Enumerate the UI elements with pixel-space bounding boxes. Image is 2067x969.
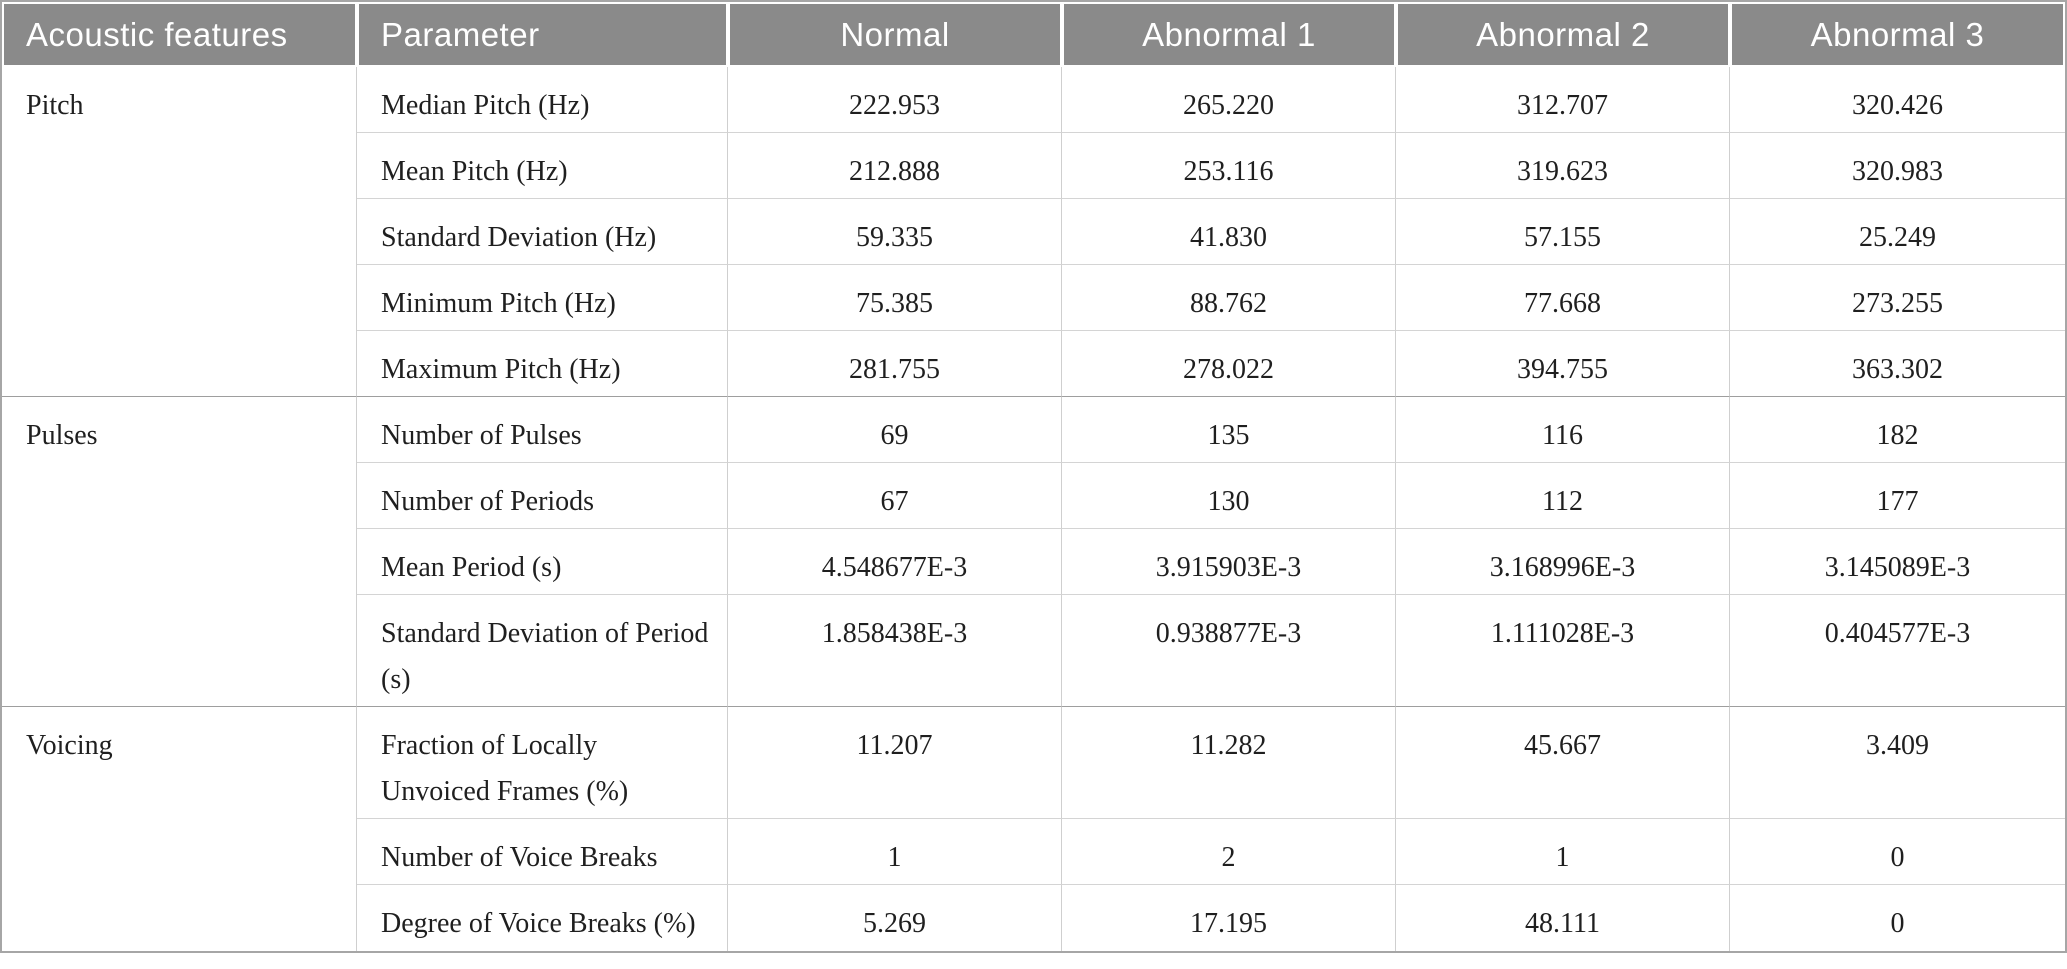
value-cell: 3.168996E-3: [1396, 529, 1730, 595]
table-row: Pulses Number of Pulses 69 135 116 182: [2, 397, 2065, 707]
parameter-cell: Number of Periods: [357, 463, 728, 529]
value-cell: 177: [1730, 463, 2065, 529]
table-row: Voicing Fraction of Locally Unvoiced Fram…: [2, 707, 2065, 951]
value-cell: 2: [1062, 819, 1396, 885]
acoustic-features-table: Acoustic features Parameter Normal Abnor…: [2, 2, 2065, 951]
value-cell: 116: [1396, 397, 1730, 463]
table-row: Maximum Pitch (Hz) 281.755 278.022 394.755 3…: [2, 331, 2065, 397]
value-cell: 88.762: [1062, 265, 1396, 331]
value-cell: 3.145089E-3: [1730, 529, 2065, 595]
value-cell: 312.707: [1396, 67, 1730, 133]
value-cell: 278.022: [1062, 331, 1396, 397]
parameter-cell: Fraction of Locally Unvoiced Frames (%): [357, 707, 728, 819]
value-cell: 320.983: [1730, 133, 2065, 199]
column-header-normal: Normal: [728, 2, 1062, 67]
value-cell: 25.249: [1730, 199, 2065, 265]
parameter-cell: Mean Pitch (Hz): [357, 133, 728, 199]
column-header-parameter: Parameter: [357, 2, 728, 67]
value-cell: 3.409: [1730, 707, 2065, 819]
value-cell: 212.888: [728, 133, 1062, 199]
value-cell: 135: [1062, 397, 1396, 463]
table-row: Number of Voice Breaks 1 2 1 0: [2, 819, 2065, 885]
value-cell: 77.668: [1396, 265, 1730, 331]
table-header: Acoustic features Parameter Normal Abnor…: [2, 2, 2065, 67]
value-cell: 69: [728, 397, 1062, 463]
value-cell: 319.623: [1396, 133, 1730, 199]
table-row: Mean Period (s) 4.548677E-3 3.915903E-3 3.1…: [2, 529, 2065, 595]
value-cell: 182: [1730, 397, 2065, 463]
value-cell: 3.915903E-3: [1062, 529, 1396, 595]
table-row: Pitch Median Pitch (Hz) 222.953 265.220 312.…: [2, 67, 2065, 397]
value-cell: 0.938877E-3: [1062, 595, 1396, 707]
value-cell: 1.111028E-3: [1396, 595, 1730, 707]
value-cell: 45.667: [1396, 707, 1730, 819]
table-row: Standard Deviation (Hz) 59.335 41.830 57.15…: [2, 199, 2065, 265]
value-cell: 363.302: [1730, 331, 2065, 397]
value-cell: 59.335: [728, 199, 1062, 265]
parameter-cell: Median Pitch (Hz): [357, 67, 728, 133]
parameter-cell: Standard Deviation of Period (s): [357, 595, 728, 707]
value-cell: 112: [1396, 463, 1730, 529]
value-cell: 11.282: [1062, 707, 1396, 819]
parameter-cell: Minimum Pitch (Hz): [357, 265, 728, 331]
value-cell: 57.155: [1396, 199, 1730, 265]
table-row: Standard Deviation of Period (s) 1.858438…: [2, 595, 2065, 707]
table-row: Number of Periods 67 130 112 177: [2, 463, 2065, 529]
table-body: Pitch Median Pitch (Hz) 222.953 265.220 312.…: [2, 67, 2065, 951]
table-row: Degree of Voice Breaks (%) 5.269 17.195 48.…: [2, 885, 2065, 951]
value-cell: 17.195: [1062, 885, 1396, 951]
value-cell: 320.426: [1730, 67, 2065, 133]
value-cell: 1.858438E-3: [728, 595, 1062, 707]
parameter-cell: Standard Deviation (Hz): [357, 199, 728, 265]
value-cell: 4.548677E-3: [728, 529, 1062, 595]
parameter-cell: Mean Period (s): [357, 529, 728, 595]
value-cell: 265.220: [1062, 67, 1396, 133]
column-header-acoustic-features: Acoustic features: [2, 2, 357, 67]
feature-cell: Pitch: [2, 67, 357, 397]
value-cell: 75.385: [728, 265, 1062, 331]
table-row: Mean Pitch (Hz) 212.888 253.116 319.623 320.…: [2, 133, 2065, 199]
value-cell: 394.755: [1396, 331, 1730, 397]
column-header-abnormal-3: Abnormal 3: [1730, 2, 2065, 67]
parameter-cell: Maximum Pitch (Hz): [357, 331, 728, 397]
value-cell: 67: [728, 463, 1062, 529]
table-row: Minimum Pitch (Hz) 75.385 88.762 77.668 273.…: [2, 265, 2065, 331]
value-cell: 253.116: [1062, 133, 1396, 199]
feature-cell: Voicing: [2, 707, 357, 951]
value-cell: 41.830: [1062, 199, 1396, 265]
feature-cell: Pulses: [2, 397, 357, 707]
column-header-abnormal-2: Abnormal 2: [1396, 2, 1730, 67]
value-cell: 281.755: [728, 331, 1062, 397]
value-cell: 0.404577E-3: [1730, 595, 2065, 707]
header-row: Acoustic features Parameter Normal Abnor…: [2, 2, 2065, 67]
value-cell: 273.255: [1730, 265, 2065, 331]
value-cell: 1: [728, 819, 1062, 885]
parameter-cell: Number of Pulses: [357, 397, 728, 463]
value-cell: 48.111: [1396, 885, 1730, 951]
value-cell: 11.207: [728, 707, 1062, 819]
parameter-cell: Degree of Voice Breaks (%): [357, 885, 728, 951]
value-cell: 5.269: [728, 885, 1062, 951]
value-cell: 0: [1730, 885, 2065, 951]
column-header-abnormal-1: Abnormal 1: [1062, 2, 1396, 67]
value-cell: 0: [1730, 819, 2065, 885]
parameter-cell: Number of Voice Breaks: [357, 819, 728, 885]
value-cell: 222.953: [728, 67, 1062, 133]
value-cell: 130: [1062, 463, 1396, 529]
value-cell: 1: [1396, 819, 1730, 885]
